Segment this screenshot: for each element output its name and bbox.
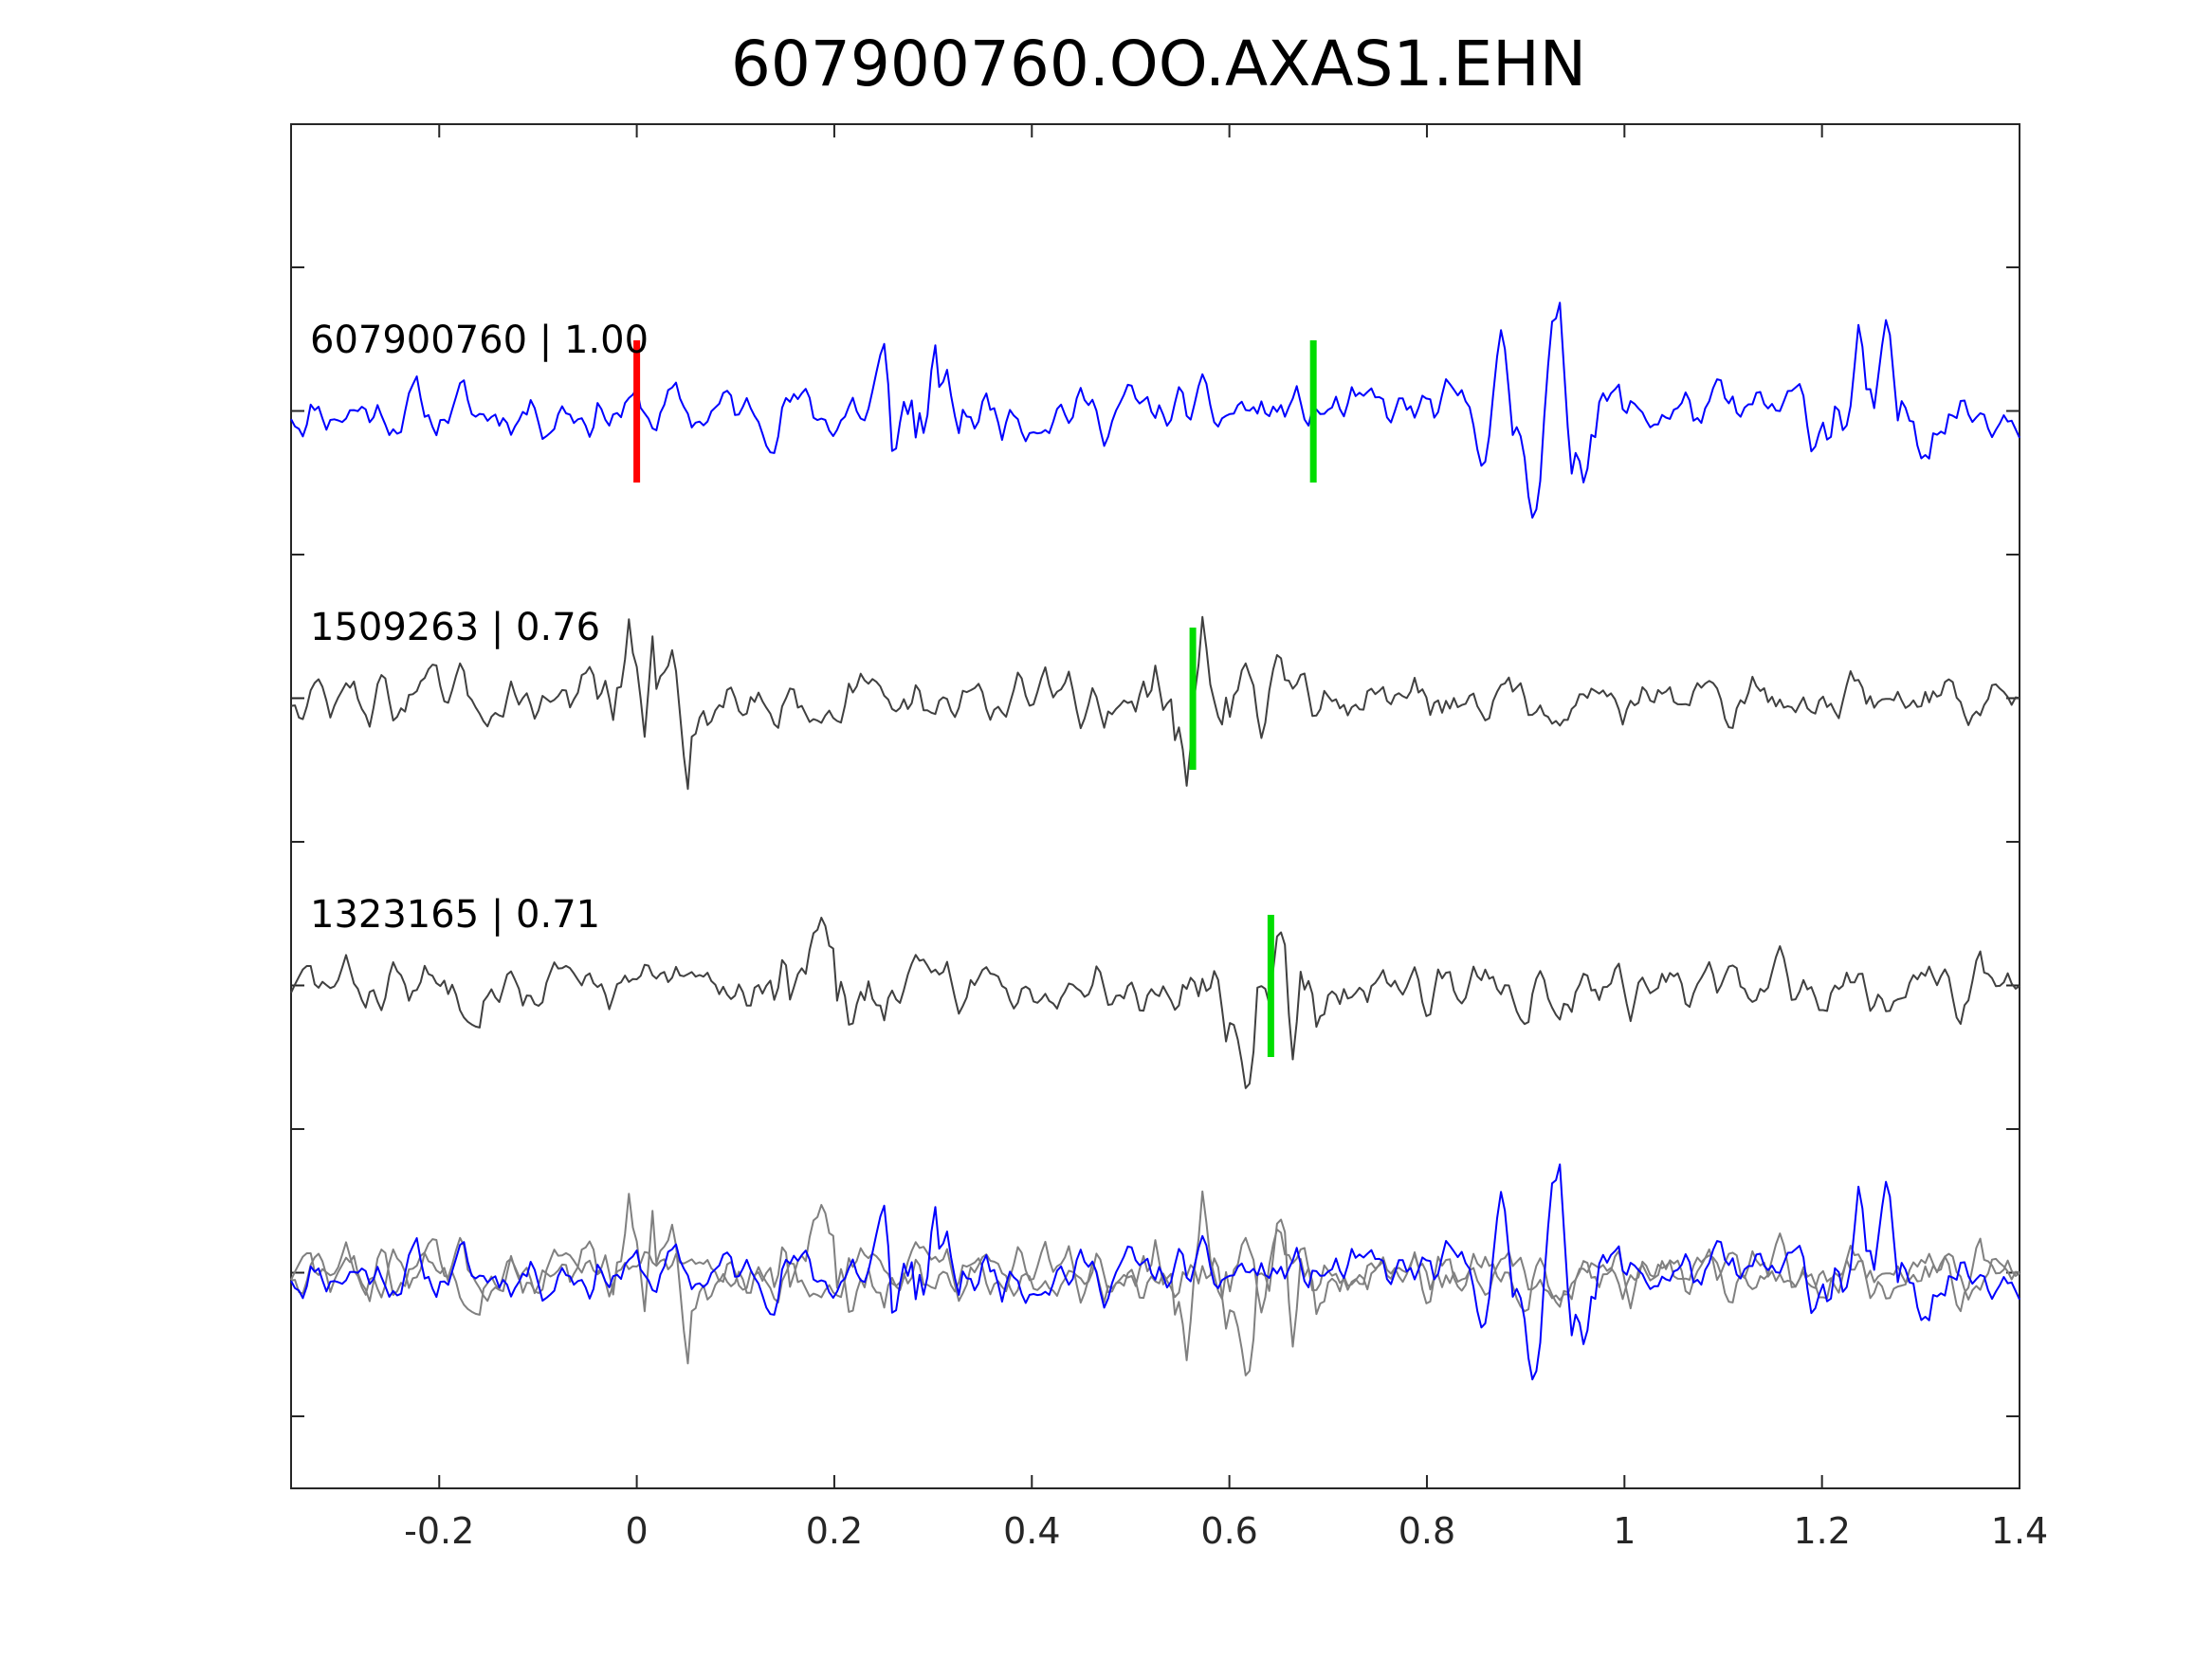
traces-group	[290, 301, 2020, 1381]
trace-labels-group: 607900760 | 1.00 1509263 | 0.76 1323165 | …	[310, 319, 649, 937]
trace-neighbor-1	[290, 615, 2020, 791]
trace-master	[290, 301, 2020, 520]
x-tick-label: 1	[1613, 1510, 1636, 1552]
phase-picks-group	[633, 340, 1317, 1057]
x-tick-label: -0.2	[404, 1510, 474, 1552]
trace-label: 1509263 | 0.76	[310, 606, 600, 649]
overlay-trace-master	[290, 1163, 2020, 1381]
trace-label: 1323165 | 0.71	[310, 893, 600, 937]
y-axis	[291, 266, 2020, 1417]
x-tick-label: 0.4	[1003, 1510, 1060, 1552]
overlay-trace-neighbor-2	[290, 1204, 2020, 1376]
x-tick-label: 0.8	[1398, 1510, 1455, 1552]
axes-frame	[290, 123, 2020, 1489]
x-tick-label: 0.6	[1200, 1510, 1257, 1552]
trace-label: 607900760 | 1.00	[310, 319, 649, 362]
x-axis: -0.2 0 0.2 0.4 0.6 0.8 1 1.2 1.4	[404, 124, 2048, 1552]
x-tick-label: 0	[626, 1510, 649, 1552]
plot-area: -0.2 0 0.2 0.4 0.6 0.8 1 1.2 1.4 607900760 | 1.0…	[290, 123, 2048, 1552]
x-tick-label: 0.2	[806, 1510, 863, 1552]
x-tick-label: 1.2	[1793, 1510, 1850, 1552]
overlay-trace-neighbor-1	[290, 1190, 2020, 1365]
x-tick-label: 1.4	[1991, 1510, 2048, 1552]
chart-title: 607900760.OO.AXAS1.EHN	[731, 27, 1586, 100]
trace-neighbor-2	[290, 917, 2020, 1089]
